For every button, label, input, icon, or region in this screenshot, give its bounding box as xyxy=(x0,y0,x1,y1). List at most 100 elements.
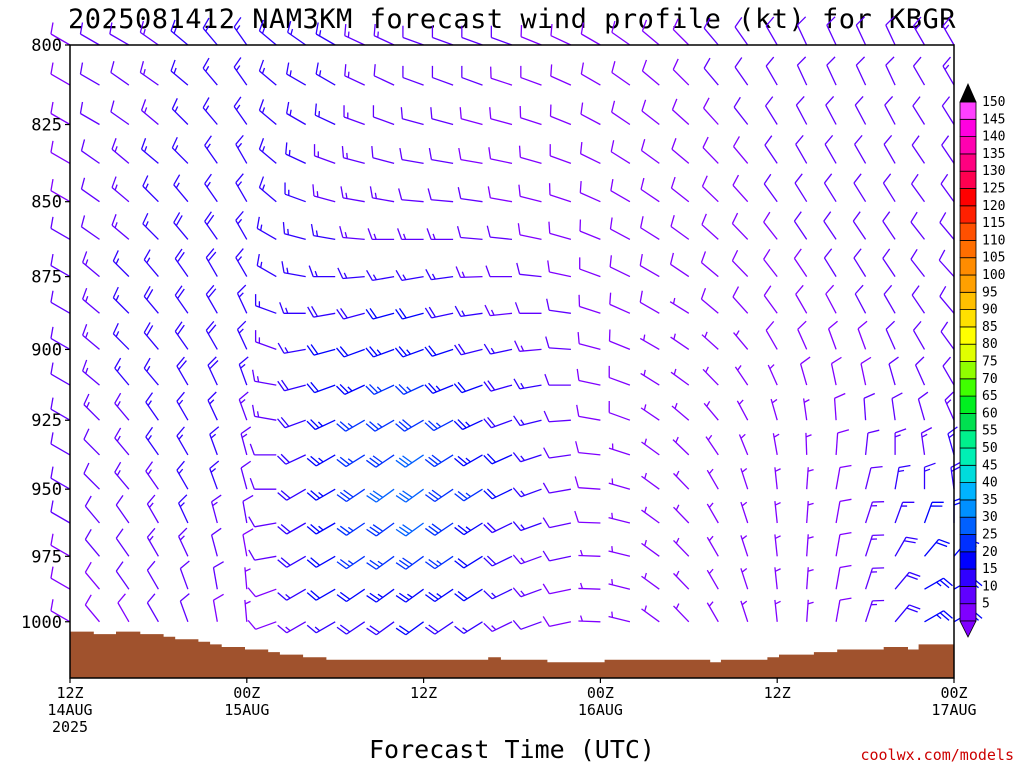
wind-barb xyxy=(824,134,837,164)
barb-full-feather xyxy=(672,18,679,30)
wind-barb xyxy=(212,593,224,622)
wind-barb xyxy=(117,593,130,623)
barb-staff xyxy=(835,534,841,557)
barb-full-feather xyxy=(939,285,947,297)
wind-barb xyxy=(894,604,921,623)
barb-staff xyxy=(461,76,483,86)
barb-staff xyxy=(146,569,159,590)
barb-staff xyxy=(345,454,366,468)
barb-staff xyxy=(609,340,631,351)
barb-full-feather xyxy=(145,426,154,438)
barb-staff xyxy=(50,577,71,590)
barb-staff xyxy=(701,298,719,314)
wind-barb xyxy=(84,528,100,557)
wind-barb xyxy=(258,99,277,125)
wind-barb xyxy=(115,495,130,524)
barb-staff xyxy=(765,25,778,46)
barb-staff xyxy=(115,537,130,557)
wind-barb xyxy=(911,173,926,203)
wind-barb xyxy=(944,391,955,421)
barb-full-feather xyxy=(483,454,493,465)
x-tick-label: 15AUG xyxy=(224,701,269,719)
wind-barb xyxy=(458,147,483,165)
barb-staff xyxy=(835,567,841,590)
barb-staff xyxy=(491,588,513,600)
barb-staff xyxy=(670,225,690,240)
barb-full-feather xyxy=(146,325,154,336)
barb-half-feather xyxy=(807,536,814,539)
barb-staff xyxy=(114,471,130,490)
barb-full-feather xyxy=(882,173,892,184)
barb-staff xyxy=(434,588,454,603)
barb-staff xyxy=(50,443,71,456)
barb-staff xyxy=(549,522,572,529)
wind-barb xyxy=(111,138,130,164)
barb-staff xyxy=(670,263,690,278)
barb-staff xyxy=(673,506,690,524)
barb-half-feather xyxy=(205,25,210,32)
barb-full-feather xyxy=(609,217,613,230)
barb-staff xyxy=(882,257,896,277)
barb-staff xyxy=(520,36,542,46)
barb-half-feather xyxy=(116,365,121,372)
wind-barb xyxy=(669,297,690,314)
barb-staff xyxy=(705,436,719,456)
barb-full-feather xyxy=(145,392,154,403)
barb-staff xyxy=(579,268,601,278)
wind-barb xyxy=(254,330,277,351)
barb-half-feather xyxy=(402,274,407,281)
barb-half-feather xyxy=(807,601,814,605)
barb-full-feather xyxy=(428,591,439,600)
wind-barb xyxy=(306,621,336,634)
wind-barb xyxy=(864,429,880,455)
barb-staff xyxy=(143,332,159,350)
barb-staff xyxy=(50,544,71,557)
barb-full-feather xyxy=(610,179,614,191)
credit-link[interactable]: coolwx.com/models xyxy=(860,746,1014,764)
barb-staff xyxy=(432,384,454,394)
barb-full-feather xyxy=(734,57,743,68)
barb-full-feather xyxy=(906,574,918,581)
barb-staff xyxy=(641,475,660,490)
barb-full-feather xyxy=(173,212,181,223)
barb-half-feather xyxy=(258,301,261,308)
barb-staff xyxy=(176,365,189,386)
barb-full-feather xyxy=(518,145,522,158)
wind-barb xyxy=(139,61,159,86)
barb-staff xyxy=(701,261,719,278)
wind-barb xyxy=(835,564,852,590)
barb-full-feather xyxy=(340,307,348,319)
barb-full-feather xyxy=(906,607,918,613)
barb-half-feather xyxy=(374,192,378,199)
barb-staff xyxy=(490,158,513,165)
barb-half-feather xyxy=(643,334,646,341)
wind-barb xyxy=(306,419,336,431)
barb-staff xyxy=(548,347,571,351)
barb-half-feather xyxy=(244,600,251,605)
barb-half-feather xyxy=(520,345,525,352)
barb-full-feather xyxy=(910,248,918,260)
wind-barb xyxy=(608,400,631,421)
barb-full-feather xyxy=(402,557,413,566)
barb-half-feather xyxy=(116,470,121,476)
barb-half-feather xyxy=(178,434,184,440)
wind-barb xyxy=(484,304,513,317)
barb-half-feather xyxy=(611,611,614,618)
barb-full-feather xyxy=(79,101,84,114)
barb-staff xyxy=(254,555,277,561)
barb-staff xyxy=(109,33,130,46)
barb-full-feather xyxy=(398,457,410,466)
barb-half-feather xyxy=(286,267,289,274)
barb-full-feather xyxy=(115,528,124,539)
barb-full-feather xyxy=(882,248,891,259)
barb-half-feather xyxy=(260,261,263,268)
barb-full-feather xyxy=(913,16,922,27)
barb-full-feather xyxy=(286,62,290,75)
barb-staff xyxy=(823,182,837,203)
barb-full-feather xyxy=(545,336,550,349)
colorbar-segment xyxy=(959,534,977,553)
wind-barb xyxy=(366,269,395,282)
barb-full-feather xyxy=(204,173,212,185)
barb-half-feather xyxy=(490,347,495,354)
